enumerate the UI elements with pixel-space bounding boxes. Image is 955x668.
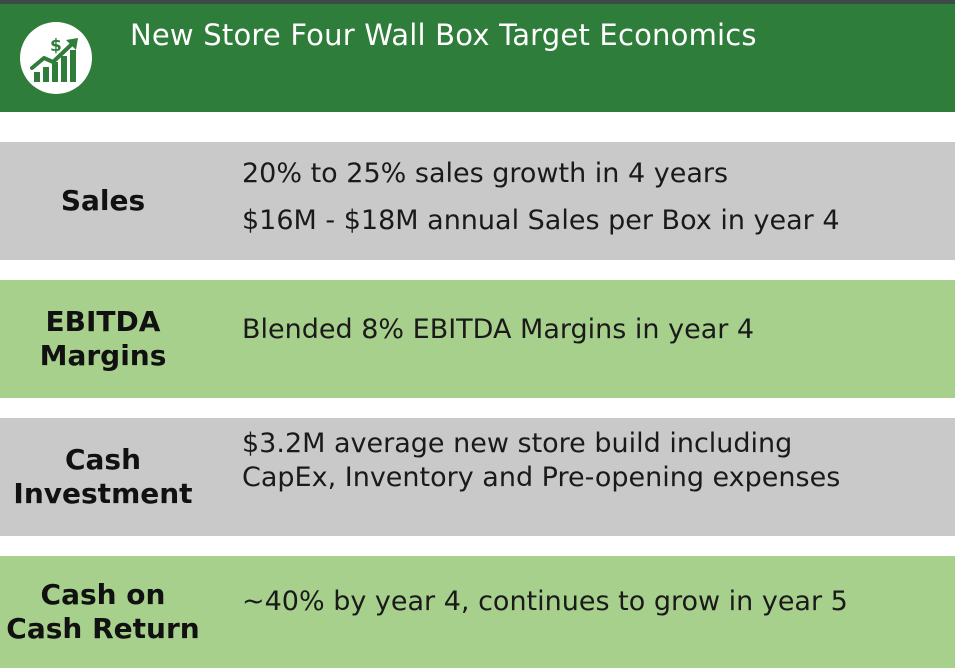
sales-line-2: $16M - $18M annual Sales per Box in year…: [242, 205, 840, 236]
svg-text:$: $: [50, 36, 62, 56]
header-bar: $ New Store Four Wall Box Target Economi…: [0, 4, 955, 112]
cash-investment-line-2: CapEx, Inventory and Pre-opening expense…: [242, 462, 841, 493]
cash-investment-line-1: $3.2M average new store build including: [242, 428, 793, 459]
page-title: New Store Four Wall Box Target Economics: [130, 18, 757, 52]
growth-chart-dollar-icon: $: [20, 22, 92, 94]
cash-investment-content: $3.2M average new store build including …: [212, 418, 955, 536]
ebitda-label-line-1: EBITDA: [45, 305, 161, 338]
ebitda-content: Blended 8% EBITDA Margins in year 4: [212, 280, 955, 398]
ebitda-row: EBITDA Margins Blended 8% EBITDA Margins…: [0, 280, 955, 398]
cash-investment-label-line-2: Investment: [13, 477, 193, 510]
cash-return-label: Cash on Cash Return: [0, 556, 206, 668]
ebitda-label-line-2: Margins: [39, 339, 167, 372]
cash-investment-row: Cash Investment $3.2M average new store …: [0, 418, 955, 536]
cash-investment-label: Cash Investment: [0, 418, 206, 536]
top-rule: [0, 0, 955, 4]
sales-label-text: Sales: [60, 184, 146, 217]
ebitda-label: EBITDA Margins: [0, 280, 206, 398]
sales-row: Sales 20% to 25% sales growth in 4 years…: [0, 142, 955, 260]
cash-investment-label-line-1: Cash: [64, 443, 142, 476]
sales-content: 20% to 25% sales growth in 4 years $16M …: [212, 142, 955, 260]
cash-return-label-line-1: Cash on: [40, 578, 166, 611]
sales-label: Sales: [0, 142, 206, 260]
cash-return-row: Cash on Cash Return ~40% by year 4, cont…: [0, 556, 955, 668]
cash-return-label-line-2: Cash Return: [6, 612, 200, 645]
ebitda-line-1: Blended 8% EBITDA Margins in year 4: [242, 314, 755, 345]
cash-return-line-1: ~40% by year 4, continues to grow in yea…: [242, 586, 848, 617]
cash-return-content: ~40% by year 4, continues to grow in yea…: [212, 556, 955, 668]
sales-line-1: 20% to 25% sales growth in 4 years: [242, 158, 729, 189]
